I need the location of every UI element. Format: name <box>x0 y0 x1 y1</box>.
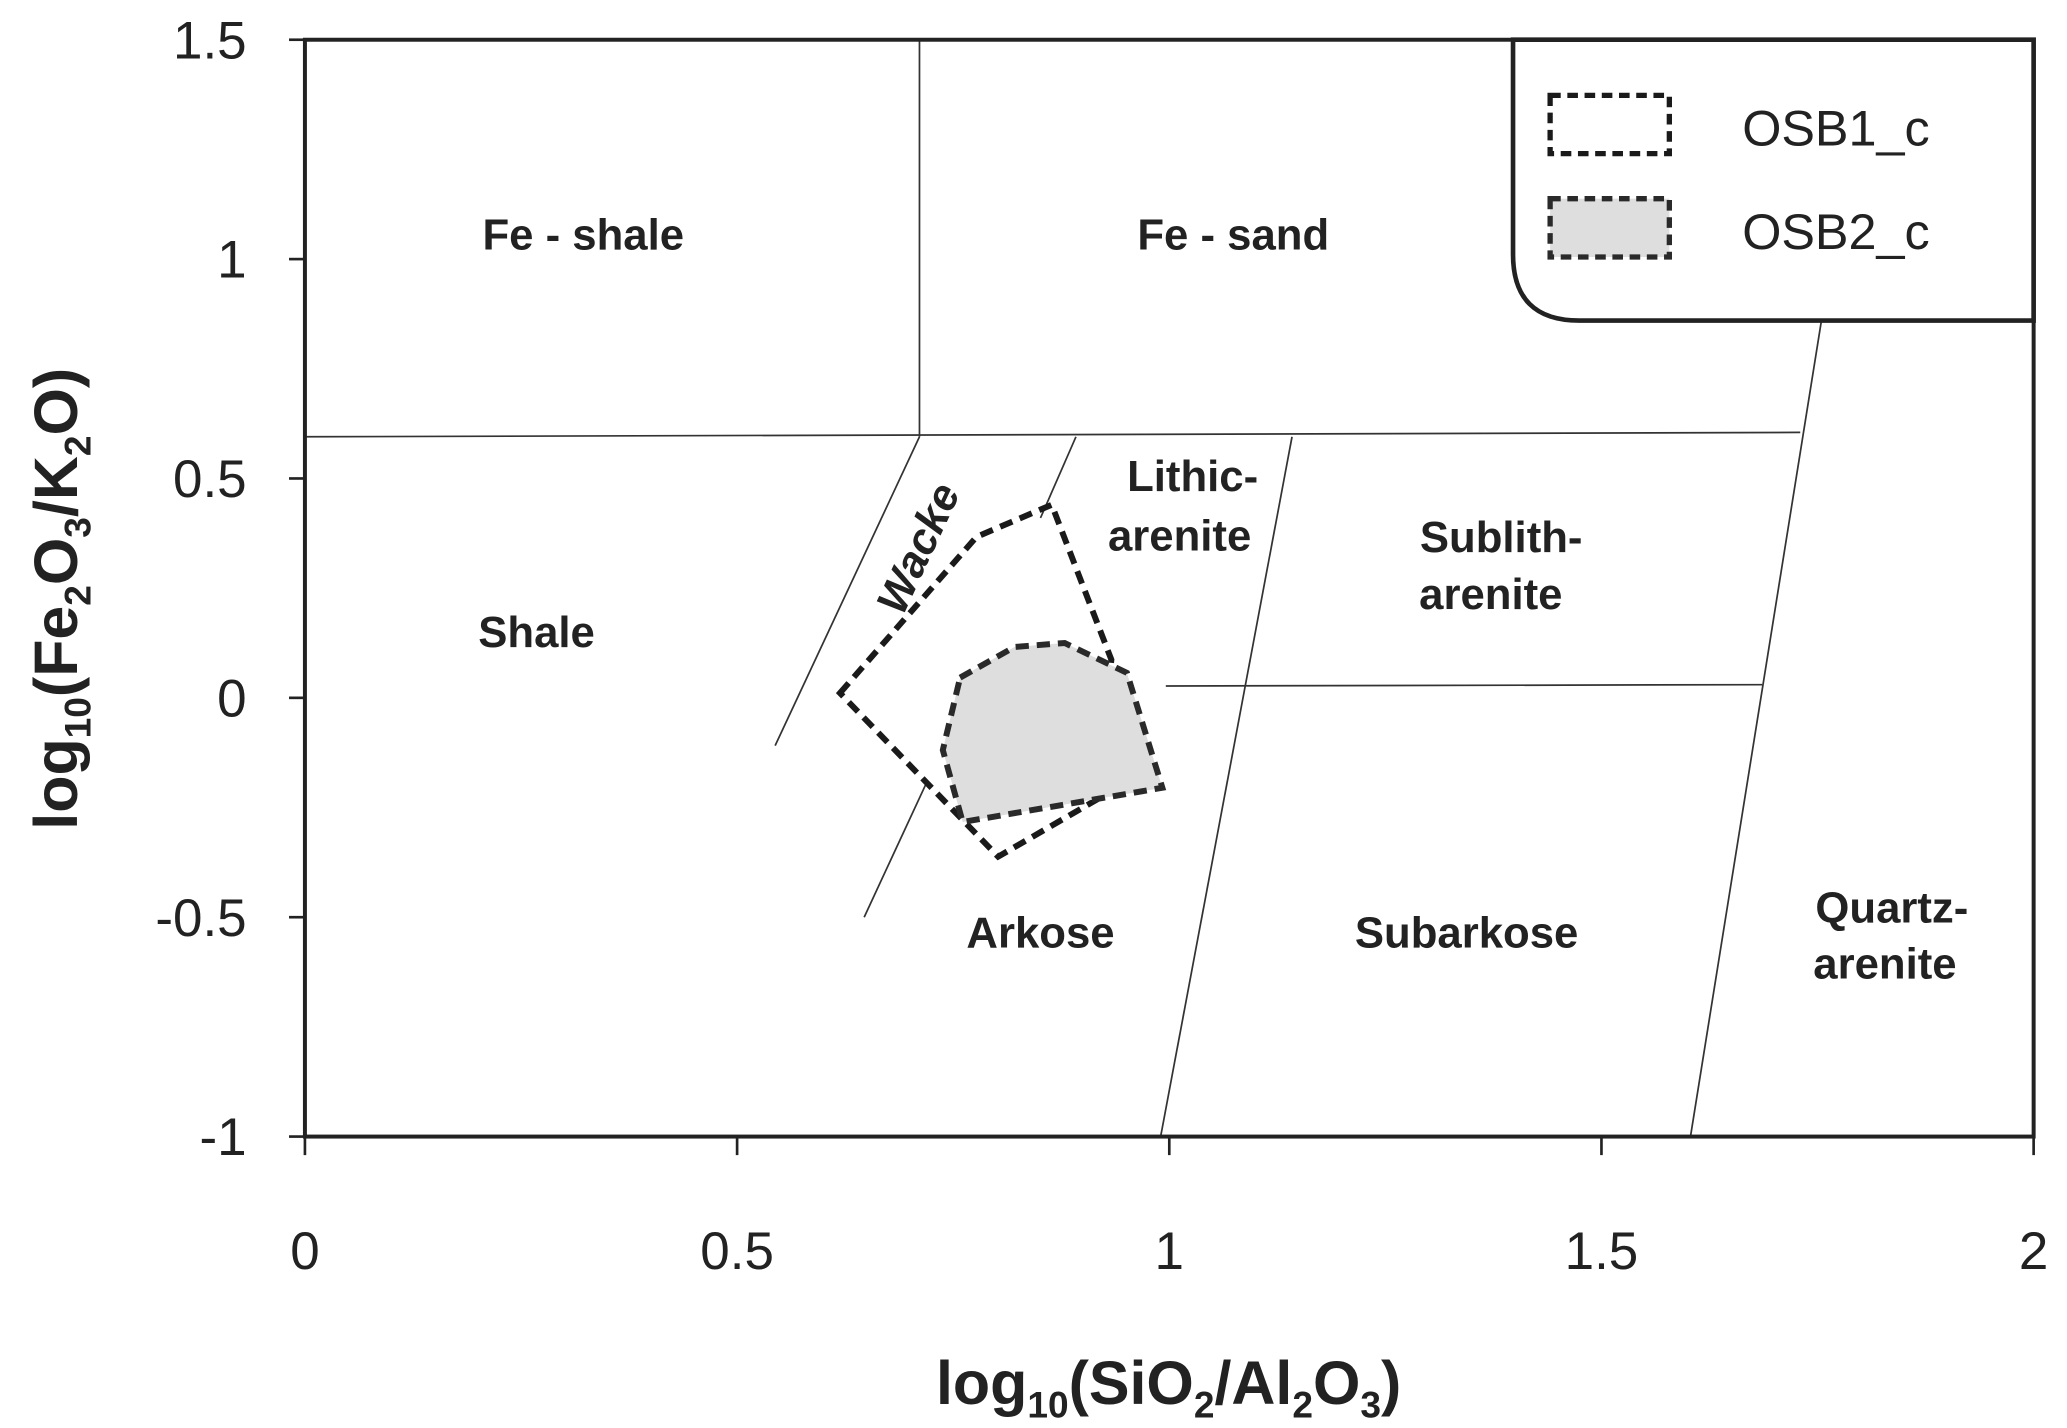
region-label: Fe - sand <box>1137 211 1329 260</box>
y-axis-label: log10(Fe2O3/K2O) <box>22 368 98 830</box>
x-axis-label: log10(SiO2/Al2O3) <box>936 1349 1401 1425</box>
field-boundary-line <box>1159 436 1293 1137</box>
field-polygon-osb1-c <box>835 500 1115 861</box>
field-boundary-line <box>774 436 921 747</box>
x-tick-label: 0 <box>290 1222 319 1281</box>
legend: OSB1_c OSB2_c <box>1510 37 2036 323</box>
field-boundary-line <box>863 780 929 918</box>
region-label: Subarkose <box>1355 909 1578 958</box>
region-label: Sublith- <box>1420 513 1583 562</box>
axis-ticks: 0 0.5 1 1.5 2 1.5 1 0.5 0 -0.5 -1 <box>155 11 2048 1281</box>
region-label: Shale <box>478 608 595 657</box>
legend-label-osb1: OSB1_c <box>1742 100 1929 157</box>
y-tick-label: 0 <box>217 669 246 728</box>
legend-swatch-osb2 <box>1547 196 1672 260</box>
region-labels: Fe - shale Fe - sand Shale Lithic-arenite Su… <box>478 211 1968 989</box>
region-label: Fe - shale <box>482 211 684 260</box>
region-label: Wacke <box>867 476 970 621</box>
x-tick-label: 1 <box>1155 1222 1184 1281</box>
region-label: arenite <box>1813 939 1956 988</box>
field-polygon-osb2-c <box>939 639 1167 826</box>
field-boundary-line <box>1165 683 1763 687</box>
region-label: Arkose <box>966 909 1114 958</box>
field-boundaries <box>304 39 1823 1137</box>
field-boundary-line <box>304 431 1801 438</box>
x-tick-label: 1.5 <box>1565 1222 1639 1281</box>
sample-fields <box>835 500 1167 861</box>
field-boundary-line <box>1689 317 1823 1137</box>
region-label: Quartz- <box>1815 884 1968 933</box>
x-tick-label: 2 <box>2019 1222 2048 1281</box>
region-label: arenite <box>1419 570 1562 619</box>
legend-label-osb2: OSB2_c <box>1742 203 1929 260</box>
x-tick-label: 0.5 <box>700 1222 774 1281</box>
region-label: arenite <box>1108 512 1251 561</box>
y-tick-label: 0.5 <box>173 450 247 509</box>
y-tick-label: -1 <box>200 1108 247 1167</box>
y-tick-label: 1.5 <box>173 11 247 70</box>
region-label: Lithic- <box>1127 452 1258 501</box>
y-tick-label: -0.5 <box>155 889 246 948</box>
legend-swatch-osb1 <box>1547 92 1672 157</box>
legend-box <box>1510 37 2036 323</box>
y-tick-label: 1 <box>217 231 246 290</box>
